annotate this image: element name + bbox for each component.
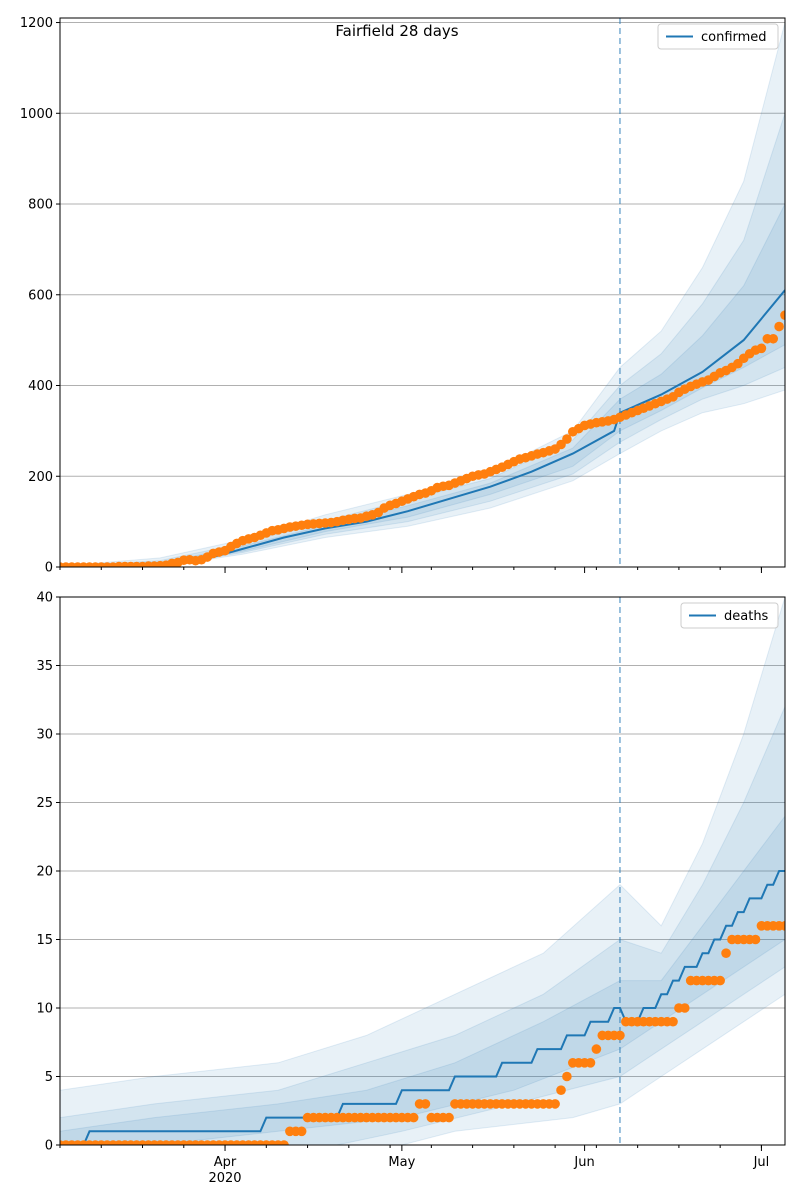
observed-point (679, 1003, 690, 1013)
axes-frame (59, 17, 786, 568)
y-tick-label: 35 (36, 659, 53, 674)
y-tick-label: 400 (28, 379, 53, 394)
figure-title: Fairfield 28 days (335, 22, 458, 40)
y-tick-label: 800 (28, 198, 53, 213)
observed-point (591, 1044, 602, 1054)
observed-point (780, 310, 785, 320)
observed-point (562, 434, 572, 444)
observed-point (715, 975, 725, 986)
uncertainty-band (60, 203, 785, 567)
observed-point (721, 948, 731, 958)
y-tick-label: 1000 (20, 107, 53, 122)
observed-point (296, 1126, 307, 1137)
observed-point (585, 1058, 596, 1068)
y-tick-label: 1200 (20, 16, 53, 31)
y-tick-label: 15 (36, 933, 53, 948)
observed-point (668, 1016, 678, 1027)
observed-point (615, 1030, 625, 1041)
y-tick-label: 0 (45, 1139, 53, 1154)
legend-label: confirmed (701, 30, 767, 45)
y-tick-label: 0 (45, 561, 53, 576)
legend-box (657, 23, 779, 50)
observed-point (780, 921, 785, 931)
observed-point (750, 934, 761, 945)
y-tick-label: 25 (36, 796, 53, 811)
y-tick-label: 20 (36, 865, 53, 880)
observed-point (279, 1140, 289, 1145)
x-tick-label: May (388, 1155, 415, 1170)
observed-point (550, 1099, 560, 1109)
observed-point (774, 321, 784, 332)
x-tick-label: Jun (573, 1155, 594, 1170)
y-tick-label: 5 (45, 1070, 53, 1085)
observed-point (756, 343, 767, 354)
uncertainty-band (60, 815, 785, 1145)
plot-area (60, 597, 785, 1145)
x-tick-sublabel: 2020 (208, 1171, 241, 1186)
observed-point (556, 1085, 566, 1095)
x-tick-label: Jul (753, 1155, 770, 1170)
observed-point (768, 333, 779, 344)
confirmed-panel: 0 200 400 600 800 1000 1200 confirmed (20, 16, 786, 576)
uncertainty-band (60, 597, 785, 1145)
observed-point (420, 1099, 431, 1109)
observed-point (408, 1112, 419, 1123)
uncertainty-band (60, 113, 785, 567)
y-tick-label: 30 (36, 728, 53, 743)
deaths-panel: 0 5 10 15 20 25 30 35 40 deaths (36, 591, 786, 1154)
observed-point (444, 1112, 454, 1123)
observed-point (562, 1071, 572, 1082)
y-tick-label: 10 (36, 1002, 53, 1017)
y-tick-label: 600 (28, 288, 53, 303)
y-tick-label: 200 (28, 470, 53, 485)
legend-label: deaths (724, 609, 769, 624)
x-tick-label: Apr (214, 1155, 237, 1170)
legend-box (680, 602, 779, 629)
y-tick-label: 40 (36, 591, 53, 606)
plot-area (60, 18, 785, 567)
